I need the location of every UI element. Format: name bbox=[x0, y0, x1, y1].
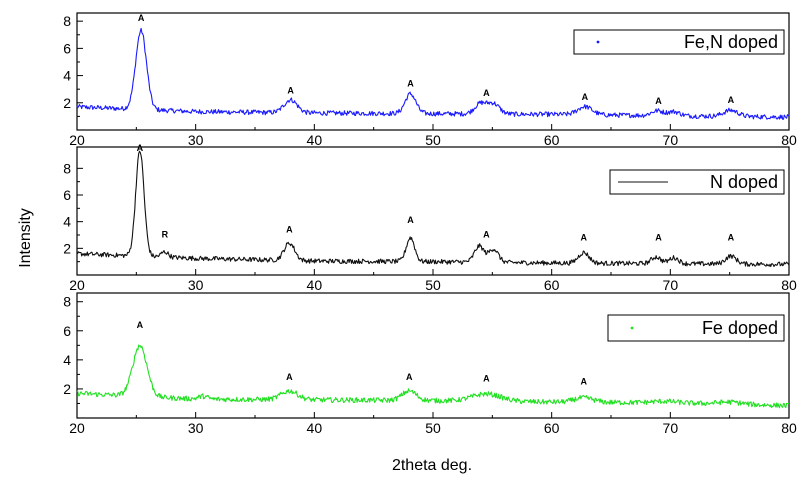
x-tick-label: 40 bbox=[307, 277, 323, 293]
x-tick-label: 50 bbox=[425, 277, 441, 293]
panel-2: 20 30 40 50 60 70 80 2 4 6 8 A R A A A A A A N doped bbox=[63, 143, 797, 293]
peak-label: R bbox=[162, 230, 169, 240]
x-tick-label: 60 bbox=[544, 132, 560, 148]
legend: Fe,N doped bbox=[573, 29, 785, 55]
x-tick-label: 40 bbox=[307, 420, 323, 436]
x-tick-label: 70 bbox=[663, 277, 679, 293]
series-line bbox=[76, 344, 790, 409]
peak-label: A bbox=[728, 95, 735, 105]
x-tick-label: 20 bbox=[69, 132, 85, 148]
legend: N doped bbox=[609, 169, 785, 195]
x-tick-label: 40 bbox=[307, 132, 323, 148]
y-tick-label: 2 bbox=[63, 381, 71, 397]
peak-label: A bbox=[287, 85, 294, 95]
legend-label: Fe,N doped bbox=[684, 32, 778, 52]
y-tick-label: 8 bbox=[63, 294, 71, 310]
peak-label: A bbox=[406, 372, 413, 382]
peak-label: A bbox=[286, 372, 293, 382]
peak-label: A bbox=[286, 224, 293, 234]
legend-swatch bbox=[596, 40, 600, 44]
x-tick-label: 80 bbox=[781, 420, 797, 436]
x-tick-label: 80 bbox=[781, 132, 797, 148]
x-tick-label: 70 bbox=[663, 132, 679, 148]
x-tick-label: 30 bbox=[188, 420, 204, 436]
x-tick-label: 50 bbox=[425, 132, 441, 148]
peak-label: A bbox=[580, 232, 587, 242]
legend: Fe doped bbox=[607, 314, 785, 342]
y-tick-label: 4 bbox=[63, 352, 71, 368]
x-axis-title: 2theta deg. bbox=[392, 457, 472, 474]
x-tick-label: 30 bbox=[188, 277, 204, 293]
peak-label: A bbox=[655, 96, 662, 106]
y-axis-title: Intensity bbox=[17, 208, 34, 268]
x-tick-label: 30 bbox=[188, 132, 204, 148]
peak-label: A bbox=[728, 232, 735, 242]
x-tick-label: 20 bbox=[69, 277, 85, 293]
x-tick-label: 60 bbox=[544, 277, 560, 293]
peak-label: A bbox=[655, 232, 662, 242]
y-tick-label: 6 bbox=[63, 40, 71, 56]
panel-1: 20 30 40 50 60 70 80 2 4 6 8 A A A A A A A Fe,N doped bbox=[63, 12, 797, 148]
peak-label: A bbox=[137, 320, 144, 330]
x-tick-label: 60 bbox=[544, 420, 560, 436]
peak-label: A bbox=[483, 374, 490, 384]
panel-frame bbox=[76, 146, 790, 276]
y-tick-label: 6 bbox=[63, 187, 71, 203]
x-tick-label: 50 bbox=[425, 420, 441, 436]
peak-label: A bbox=[407, 78, 414, 88]
legend-swatch bbox=[630, 326, 634, 330]
peak-label: A bbox=[138, 13, 145, 23]
y-tick-label: 2 bbox=[63, 95, 71, 111]
legend-box bbox=[573, 29, 785, 55]
y-tick-label: 8 bbox=[63, 160, 71, 176]
series-line bbox=[76, 27, 790, 120]
legend-box bbox=[607, 314, 785, 342]
y-tick-label: 8 bbox=[63, 13, 71, 29]
y-tick-label: 6 bbox=[63, 323, 71, 339]
peak-label: A bbox=[582, 92, 589, 102]
y-tick-label: 4 bbox=[63, 68, 71, 84]
x-tick-label: 70 bbox=[663, 420, 679, 436]
legend-label: Fe doped bbox=[702, 318, 778, 338]
series-line bbox=[76, 150, 790, 268]
x-tick-label: 20 bbox=[69, 420, 85, 436]
peak-label: A bbox=[137, 143, 144, 153]
peak-label: A bbox=[483, 88, 490, 98]
y-tick-label: 4 bbox=[63, 214, 71, 230]
legend-label: N doped bbox=[710, 172, 778, 192]
peak-label: A bbox=[580, 377, 587, 387]
peak-label: A bbox=[407, 215, 414, 225]
x-tick-label: 80 bbox=[781, 277, 797, 293]
y-tick-label: 2 bbox=[63, 240, 71, 256]
peak-label: A bbox=[483, 230, 490, 240]
panel-3: 20 30 40 50 60 70 80 2 4 6 8 A A A A A Fe doped bbox=[63, 292, 797, 436]
